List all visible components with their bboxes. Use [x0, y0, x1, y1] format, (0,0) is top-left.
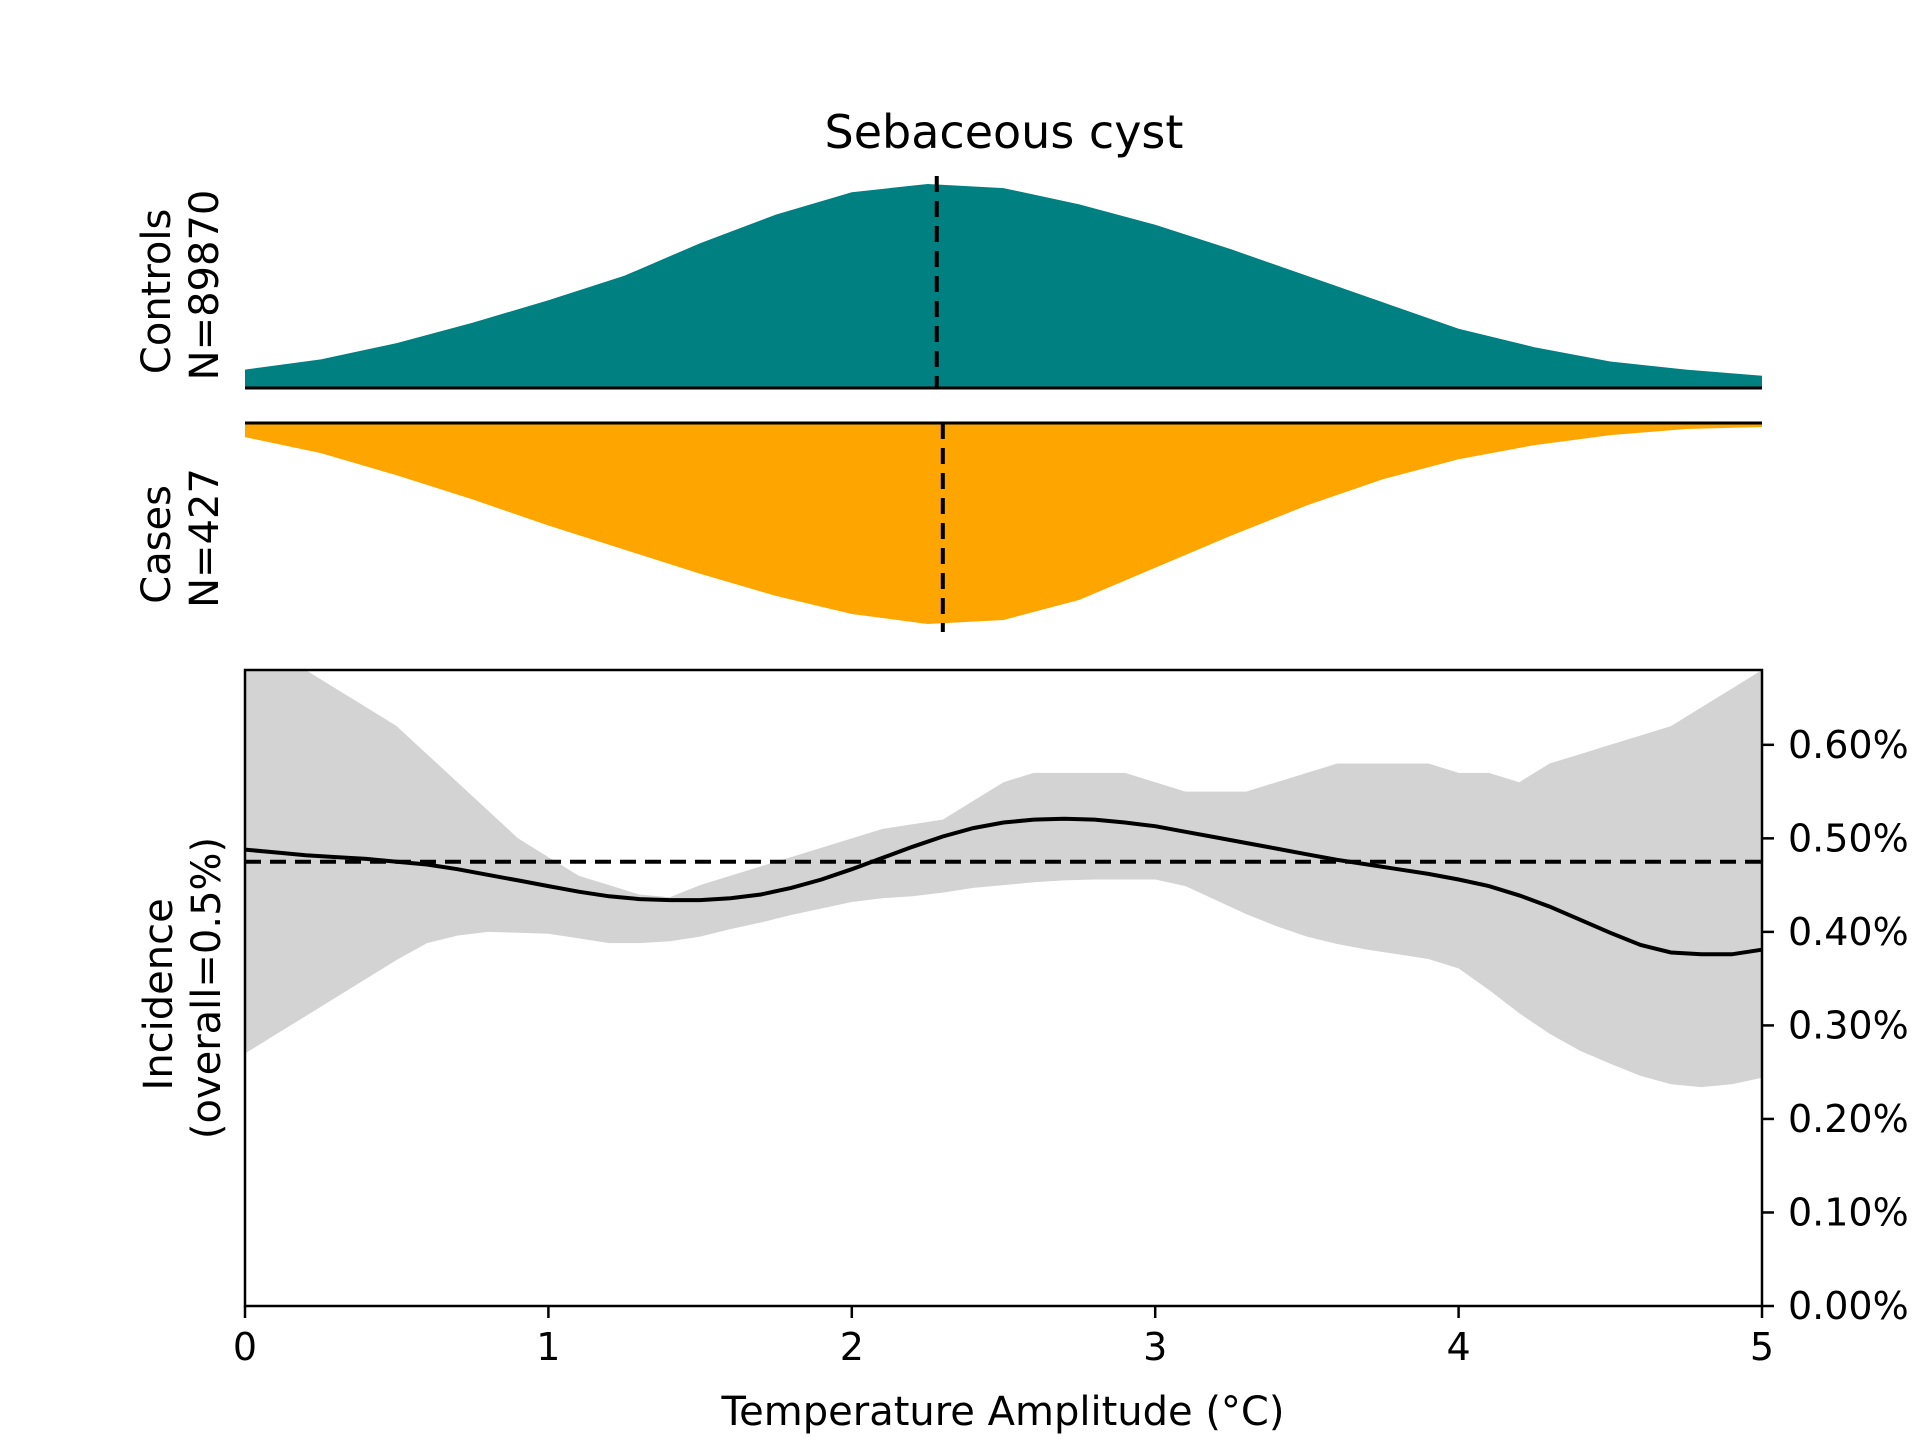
- y-tick-label: 0.60%: [1788, 723, 1909, 767]
- x-tick-label: 3: [1143, 1325, 1167, 1369]
- cases-label-line2: N=427: [182, 468, 228, 608]
- controls-panel: Controls N=89870: [134, 176, 1762, 390]
- y-tick-label: 0.00%: [1788, 1284, 1909, 1328]
- y-tick-label: 0.10%: [1788, 1190, 1909, 1234]
- controls-label: Controls N=89870: [134, 190, 228, 381]
- y-tick-label: 0.30%: [1788, 1003, 1909, 1047]
- y-tick-label: 0.40%: [1788, 910, 1909, 954]
- controls-label-line1: Controls: [134, 209, 180, 374]
- y-tick-label: 0.50%: [1788, 816, 1909, 860]
- cases-label-line1: Cases: [134, 485, 180, 604]
- controls-density-area: [245, 184, 1762, 388]
- cases-density-area: [245, 423, 1762, 624]
- x-tick-label: 2: [840, 1325, 864, 1369]
- incidence-ylabel-line1: Incidence: [136, 898, 182, 1090]
- cases-label: Cases N=427: [134, 468, 228, 608]
- incidence-ylabel-line2: (overall=0.5%): [184, 837, 230, 1139]
- incidence-line: [244, 816, 1763, 957]
- y-tick-label: 0.20%: [1788, 1097, 1909, 1141]
- controls-label-line2: N=89870: [182, 190, 228, 381]
- x-tick-label: 0: [233, 1325, 257, 1369]
- x-axis-label: Temperature Amplitude (°C): [721, 1389, 1285, 1435]
- cases-panel: Cases N=427: [134, 421, 1762, 632]
- x-tick-label: 5: [1750, 1325, 1774, 1369]
- y-axis-right: 0.00% 0.10% 0.20% 0.30% 0.40% 0.50% 0.60%: [1762, 723, 1909, 1328]
- incidence-frame: [243, 668, 1764, 1308]
- incidence-ylabel: Incidence (overall=0.5%): [136, 837, 230, 1139]
- x-tick-label: 4: [1447, 1325, 1471, 1369]
- chart-title: Sebaceous cyst: [825, 105, 1184, 159]
- confidence-band: [245, 670, 1762, 1088]
- incidence-panel: 0 1 2 3 4 5 0.00% 0.10% 0.20% 0.30% 0.40% 0.50% 0.6…: [136, 668, 1909, 1435]
- x-tick-label: 1: [536, 1325, 560, 1369]
- x-axis: 0 1 2 3 4 5: [233, 1306, 1774, 1369]
